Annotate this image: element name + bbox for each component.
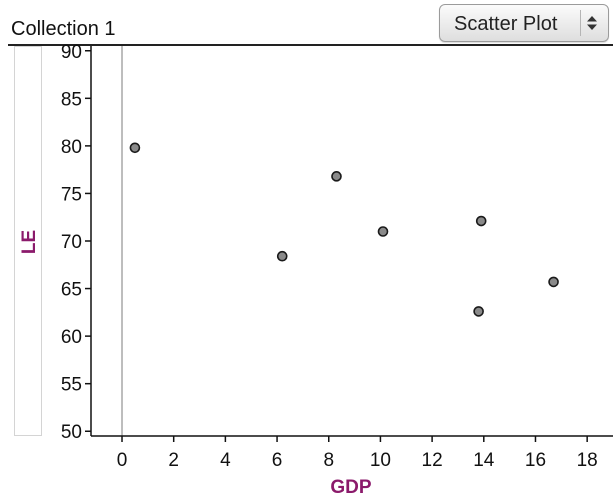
y-tick-label: 90 — [61, 42, 82, 63]
y-axis-title: LE — [19, 230, 40, 254]
collection-title: Collection 1 — [11, 18, 116, 40]
y-tick-label: 65 — [61, 280, 82, 301]
x-tick-label: 8 — [323, 450, 334, 471]
y-axis-label-strip — [14, 46, 42, 436]
x-axis-ticks: 0 2 4 6 8 10 12 14 16 18 — [117, 436, 598, 471]
data-point[interactable] — [276, 250, 288, 262]
data-point[interactable] — [548, 276, 559, 288]
plot-type-selected-label: Scatter Plot — [454, 13, 558, 35]
data-point[interactable] — [475, 215, 487, 227]
x-tick-label: 18 — [577, 450, 598, 471]
x-tick-label: 0 — [117, 450, 128, 471]
up-down-stepper-icon — [580, 10, 603, 36]
y-tick-label: 80 — [61, 137, 82, 158]
x-tick-label: 10 — [370, 450, 391, 471]
y-tick-label: 70 — [61, 232, 82, 253]
data-point[interactable] — [473, 306, 484, 317]
data-point[interactable] — [377, 226, 389, 237]
y-tick-label: 60 — [61, 327, 82, 348]
scatter-points — [129, 142, 559, 317]
x-tick-label: 4 — [220, 450, 231, 471]
y-tick-label: 85 — [61, 89, 82, 110]
x-tick-label: 6 — [272, 450, 283, 471]
plot-type-select[interactable]: Scatter Plot — [439, 4, 609, 42]
x-axis-title: GDP — [330, 477, 372, 498]
x-tick-label: 16 — [525, 450, 546, 471]
data-point[interactable] — [331, 171, 342, 182]
y-tick-label: 55 — [61, 375, 82, 396]
y-axis-ticks: 50 55 60 65 70 75 80 85 90 — [61, 42, 91, 443]
x-tick-label: 14 — [473, 450, 495, 471]
data-point[interactable] — [129, 142, 141, 154]
x-tick-label: 12 — [422, 450, 443, 471]
y-tick-label: 75 — [61, 184, 82, 205]
x-tick-label: 2 — [168, 450, 179, 471]
header-divider — [8, 44, 613, 46]
y-tick-label: 50 — [61, 422, 82, 443]
